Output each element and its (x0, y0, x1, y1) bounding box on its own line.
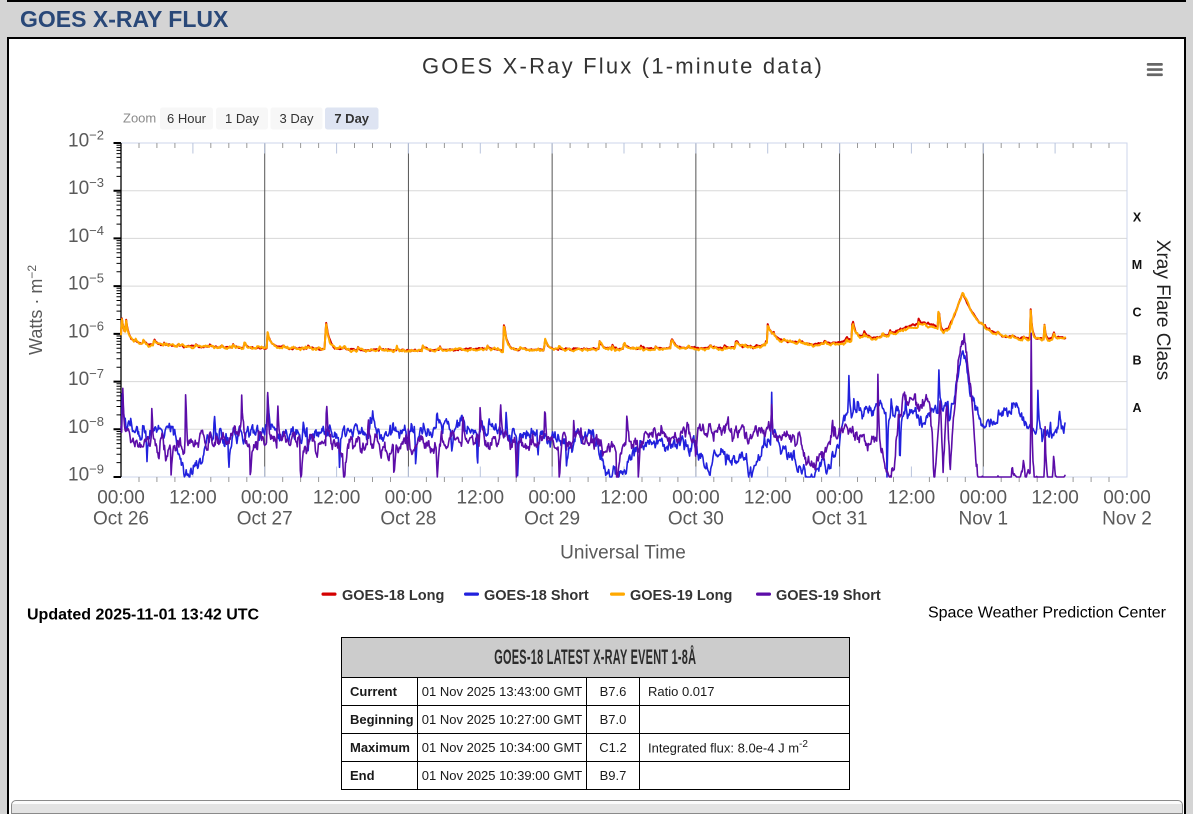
svg-text:Xray Flare Class: Xray Flare Class (1152, 240, 1173, 380)
svg-text:10−9: 10−9 (68, 462, 104, 486)
svg-text:Oct 28: Oct 28 (380, 509, 436, 530)
svg-text:Updated 2025-11-01 13:42 UTC: Updated 2025-11-01 13:42 UTC (27, 607, 260, 624)
svg-text:00:00: 00:00 (1103, 488, 1151, 509)
svg-text:12:00: 12:00 (888, 488, 936, 509)
svg-text:Oct 26: Oct 26 (93, 509, 149, 530)
svg-text:X: X (1133, 210, 1142, 224)
svg-text:12:00: 12:00 (313, 488, 361, 509)
svg-text:7 Day: 7 Day (334, 111, 369, 126)
svg-text:Oct 30: Oct 30 (668, 509, 724, 530)
svg-text:00:00: 00:00 (385, 488, 433, 509)
svg-text:10−2: 10−2 (68, 128, 104, 152)
svg-text:00:00: 00:00 (816, 488, 864, 509)
svg-text:10−3: 10−3 (68, 175, 104, 199)
svg-text:B: B (1132, 353, 1141, 367)
svg-text:A: A (1132, 401, 1141, 415)
svg-text:12:00: 12:00 (169, 488, 217, 509)
svg-text:10−6: 10−6 (68, 318, 104, 342)
svg-text:Oct 27: Oct 27 (237, 509, 293, 530)
svg-text:00:00: 00:00 (97, 488, 145, 509)
svg-text:Nov 1: Nov 1 (958, 509, 1008, 530)
svg-text:Nov 2: Nov 2 (1102, 509, 1152, 530)
svg-text:12:00: 12:00 (744, 488, 792, 509)
svg-text:12:00: 12:00 (600, 488, 648, 509)
svg-text:10−7: 10−7 (68, 366, 104, 390)
svg-text:GOES X-Ray Flux (1-minute data: GOES X-Ray Flux (1-minute data) (422, 54, 824, 79)
svg-text:10−8: 10−8 (68, 414, 104, 438)
svg-text:GOES-18 Long: GOES-18 Long (342, 588, 444, 604)
svg-text:Zoom: Zoom (123, 111, 156, 126)
svg-text:Space Weather Prediction Cente: Space Weather Prediction Center (928, 605, 1167, 622)
svg-text:C: C (1132, 306, 1141, 320)
svg-text:3 Day: 3 Day (280, 111, 314, 126)
svg-text:Oct 31: Oct 31 (812, 509, 868, 530)
svg-text:Watts · m−2: Watts · m−2 (25, 265, 46, 355)
svg-text:00:00: 00:00 (960, 488, 1008, 509)
svg-text:10−5: 10−5 (68, 271, 104, 295)
svg-text:1 Day: 1 Day (225, 111, 259, 126)
svg-text:12:00: 12:00 (1031, 488, 1079, 509)
svg-text:00:00: 00:00 (672, 488, 720, 509)
svg-text:6 Hour: 6 Hour (167, 111, 207, 126)
svg-text:10−4: 10−4 (68, 223, 104, 247)
svg-text:12:00: 12:00 (457, 488, 505, 509)
svg-text:00:00: 00:00 (528, 488, 576, 509)
svg-text:Universal Time: Universal Time (560, 543, 686, 564)
svg-text:GOES-19 Long: GOES-19 Long (630, 588, 732, 604)
svg-text:M: M (1132, 258, 1142, 272)
svg-text:Oct 29: Oct 29 (524, 509, 580, 530)
svg-text:GOES-18 Short: GOES-18 Short (484, 588, 589, 604)
svg-text:GOES-19 Short: GOES-19 Short (776, 588, 881, 604)
svg-text:00:00: 00:00 (241, 488, 289, 509)
